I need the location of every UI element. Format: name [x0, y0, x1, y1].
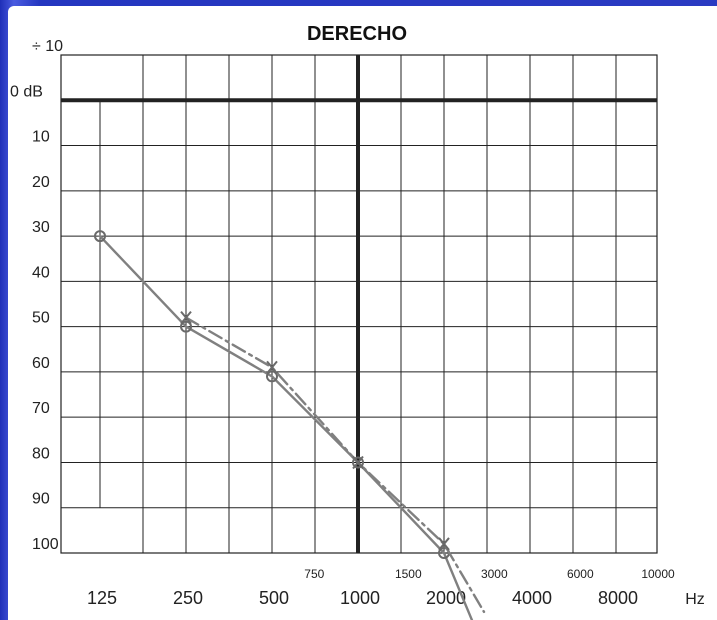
y-tick-label: 100 — [32, 536, 59, 553]
data-point-cross — [438, 537, 450, 551]
x-unit-label: Hz — [685, 591, 705, 608]
chart-title: DERECHO — [307, 23, 407, 45]
x-tick-label: 2000 — [426, 588, 466, 608]
data-point-circle — [352, 456, 364, 469]
x-axis-labels: 125 250 500 1000 2000 4000 8000 750 1500 3000 6000… — [87, 567, 705, 608]
y-tick-label: 50 — [32, 310, 50, 327]
y-tick-label: 10 — [32, 129, 50, 146]
data-point-circle — [180, 320, 192, 333]
y-unit-label: 0 dB — [10, 83, 43, 100]
audiogram-paper — [8, 6, 717, 620]
data-point-circle — [94, 230, 106, 243]
x-tick-label: 1000 — [340, 588, 380, 608]
cross-stroke — [438, 537, 450, 551]
chart-series — [94, 230, 486, 620]
x-minor-tick-label: 10000 — [641, 567, 675, 581]
series-line-dashed — [184, 316, 486, 614]
x-tick-label: 500 — [259, 588, 289, 608]
x-tick-label: 4000 — [512, 588, 552, 608]
y-tick-label: 70 — [32, 400, 50, 417]
data-point-cross — [352, 455, 364, 470]
x-minor-tick-label: 1500 — [395, 567, 422, 581]
x-minor-tick-label: 3000 — [481, 567, 508, 581]
y-tick-label: ÷ 10 — [32, 38, 63, 55]
y-tick-label: 60 — [32, 355, 50, 372]
cross-stroke — [180, 310, 192, 325]
cross-stroke — [266, 360, 278, 375]
x-tick-label: 8000 — [598, 588, 638, 608]
y-tick-label: 30 — [32, 219, 50, 236]
y-tick-label: 40 — [32, 264, 50, 281]
cross-stroke — [352, 455, 364, 470]
y-tick-label: 90 — [32, 491, 50, 508]
x-tick-label: 250 — [173, 588, 203, 608]
y-axis-labels: ÷ 10 10 20 30 40 50 60 70 80 90 100 0 dB — [10, 38, 63, 553]
x-minor-tick-label: 6000 — [567, 567, 594, 581]
x-tick-label: 125 — [87, 588, 117, 608]
y-tick-label: 80 — [32, 445, 50, 462]
chart-grid — [60, 54, 658, 554]
data-point-circle — [266, 370, 278, 383]
data-point-cross — [266, 360, 278, 375]
x-minor-tick-label: 750 — [304, 567, 324, 581]
series-line-solid — [98, 234, 474, 620]
y-tick-label: 20 — [32, 174, 50, 191]
data-point-cross — [180, 310, 192, 325]
